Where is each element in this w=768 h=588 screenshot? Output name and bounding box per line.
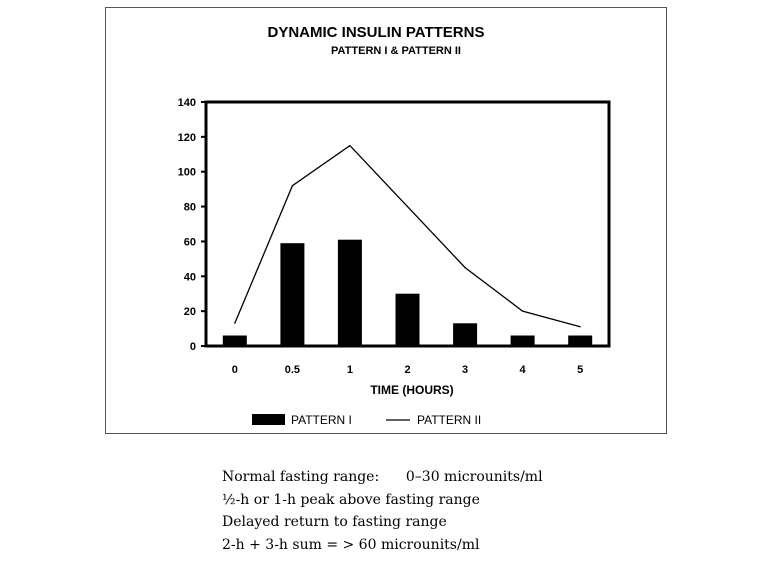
point-pattern-ii [522,310,524,312]
x-tick-label: 2 [404,364,410,376]
bar-pattern-i [453,323,478,346]
x-tick-label: 0.5 [285,364,300,376]
y-tick-label: 100 [178,167,196,179]
legend-label-pattern-ii: PATTERN II [417,413,481,427]
point-pattern-ii [291,185,293,187]
point-pattern-ii [579,326,581,328]
note-line: ½-h or 1-h peak above fasting range [222,491,480,508]
bar-pattern-i [510,335,535,346]
y-tick-label: 40 [184,271,196,283]
chart-subtitle: PATTERN I & PATTERN II [331,45,461,57]
bar-pattern-i [395,293,420,346]
y-tick-label: 0 [190,341,196,353]
point-pattern-ii [234,322,236,324]
x-axis-label: TIME (HOURS) [370,383,453,397]
x-tick-label: 1 [347,364,353,376]
bar-pattern-i [280,243,305,346]
chart-title: DYNAMIC INSULIN PATTERNS [268,24,485,41]
y-tick-label: 80 [184,202,196,214]
bar-pattern-i [222,335,247,346]
line-layer [234,144,581,328]
chart-frame: DYNAMIC INSULIN PATTERNS PATTERN I & PAT… [105,7,667,434]
bars-layer [222,239,593,346]
legend-bar-swatch [252,414,285,425]
legend-label-pattern-i: PATTERN I [291,413,352,427]
bar-pattern-i [568,335,593,346]
y-tick-label: 60 [184,236,196,248]
note-line: Normal fasting range: 0–30 microunits/ml [222,469,543,485]
insulin-chart: DYNAMIC INSULIN PATTERNS PATTERN I & PAT… [178,24,611,427]
axes-layer [204,100,611,348]
note-line: 2-h + 3-h sum = > 60 microunits/ml [222,536,480,553]
x-tick-label: 3 [462,364,468,376]
plot-frame [204,100,611,348]
point-pattern-ii [406,206,409,208]
legend: PATTERN I PATTERN II [252,413,481,427]
ticks-layer: 0 20 40 60 80 100 120 140 0 0.5 1 2 3 4 5 [178,97,584,376]
point-pattern-ii [464,267,466,269]
point-pattern-ii [349,145,351,147]
y-tick-label: 140 [178,97,196,109]
y-tick-label: 20 [184,306,196,318]
x-tick-label: 0 [232,364,238,376]
criteria-notes: Normal fasting range: 0–30 microunits/ml… [222,466,543,556]
note-line: Delayed return to fasting range [222,514,447,530]
x-tick-label: 4 [520,364,527,376]
y-tick-label: 120 [178,132,196,144]
bar-pattern-i [337,239,362,346]
x-tick-label: 5 [577,364,583,376]
